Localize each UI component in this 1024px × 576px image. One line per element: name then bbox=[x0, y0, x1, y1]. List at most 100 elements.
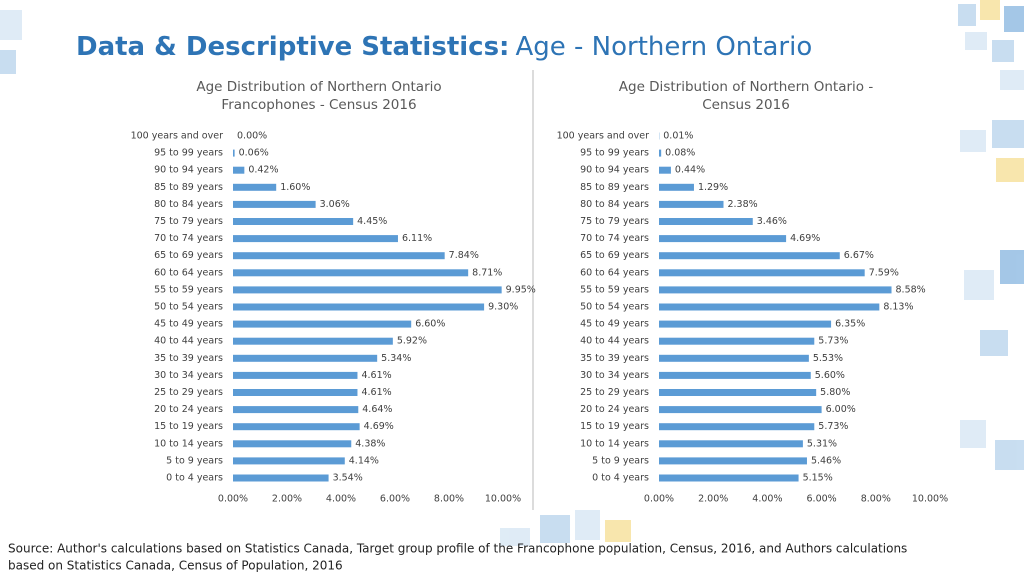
source-line: Source: Author's calculations based on S… bbox=[8, 542, 907, 556]
bar bbox=[233, 354, 378, 362]
bar bbox=[659, 183, 694, 191]
title-bold: Data & Descriptive Statistics: bbox=[76, 32, 509, 62]
y-tick-label: 45 to 49 years bbox=[580, 319, 649, 330]
value-label: 1.60% bbox=[280, 182, 310, 193]
y-tick-label: 95 to 99 years bbox=[154, 148, 223, 159]
bar bbox=[233, 200, 316, 208]
y-tick-label: 60 to 64 years bbox=[580, 267, 649, 278]
bar bbox=[233, 235, 398, 243]
value-label: 0.01% bbox=[663, 131, 693, 142]
bar bbox=[233, 423, 360, 431]
title-rest: Age - Northern Ontario bbox=[515, 32, 812, 62]
bar bbox=[659, 320, 832, 328]
value-label: 0.42% bbox=[248, 165, 278, 176]
value-label: 6.11% bbox=[402, 233, 432, 244]
y-tick-label: 50 to 54 years bbox=[580, 302, 649, 313]
bar bbox=[233, 371, 358, 379]
value-label: 5.31% bbox=[807, 438, 837, 449]
bar bbox=[233, 337, 393, 345]
value-label: 6.35% bbox=[835, 319, 865, 330]
bar bbox=[659, 303, 880, 311]
chart-title: Census 2016 bbox=[702, 97, 790, 113]
y-tick-label: 75 to 79 years bbox=[580, 216, 649, 227]
value-label: 5.53% bbox=[813, 353, 843, 364]
value-label: 3.06% bbox=[320, 199, 350, 210]
value-label: 7.59% bbox=[869, 267, 899, 278]
x-tick-label: 10.00% bbox=[912, 494, 948, 505]
y-tick-label: 85 to 89 years bbox=[580, 182, 649, 193]
bar bbox=[233, 320, 412, 328]
bar bbox=[233, 166, 245, 174]
value-label: 4.38% bbox=[355, 438, 385, 449]
bar bbox=[233, 389, 358, 396]
slide-title: Data & Descriptive Statistics: Age - Nort… bbox=[76, 32, 812, 62]
y-tick-label: 45 to 49 years bbox=[154, 319, 223, 330]
bar bbox=[659, 371, 811, 379]
bar bbox=[659, 423, 815, 431]
bar bbox=[233, 149, 235, 157]
bar bbox=[233, 218, 354, 225]
value-label: 0.00% bbox=[237, 131, 267, 142]
x-tick-label: 4.00% bbox=[326, 494, 356, 505]
value-label: 0.08% bbox=[665, 148, 695, 159]
bar bbox=[659, 269, 865, 277]
y-tick-label: 80 to 84 years bbox=[580, 199, 649, 210]
value-label: 4.45% bbox=[357, 216, 387, 227]
value-label: 3.46% bbox=[757, 216, 787, 227]
value-label: 4.61% bbox=[361, 387, 391, 398]
value-label: 3.54% bbox=[333, 473, 363, 484]
value-label: 4.69% bbox=[364, 421, 394, 432]
decoration bbox=[0, 0, 1024, 546]
value-label: 4.64% bbox=[362, 404, 392, 415]
bar bbox=[233, 303, 485, 311]
y-tick-label: 85 to 89 years bbox=[154, 182, 223, 193]
value-label: 8.58% bbox=[896, 284, 926, 295]
value-label: 6.00% bbox=[826, 404, 856, 415]
x-tick-label: 6.00% bbox=[380, 494, 410, 505]
y-tick-label: 5 to 9 years bbox=[166, 455, 223, 466]
source-line: based on Statistics Canada, Census of Po… bbox=[8, 559, 343, 573]
bar bbox=[233, 474, 329, 482]
bar bbox=[659, 235, 787, 243]
bar bbox=[659, 440, 803, 448]
value-label: 5.92% bbox=[397, 336, 427, 347]
bar bbox=[659, 166, 671, 174]
bar bbox=[659, 252, 840, 260]
y-tick-label: 0 to 4 years bbox=[592, 473, 649, 484]
y-tick-label: 0 to 4 years bbox=[166, 473, 223, 484]
bar bbox=[233, 457, 345, 465]
y-tick-label: 40 to 44 years bbox=[154, 336, 223, 347]
bar bbox=[659, 200, 724, 208]
bar bbox=[659, 406, 822, 414]
value-label: 5.60% bbox=[815, 370, 845, 381]
y-tick-label: 55 to 59 years bbox=[580, 284, 649, 295]
y-tick-label: 70 to 74 years bbox=[580, 233, 649, 244]
value-label: 5.73% bbox=[818, 421, 848, 432]
value-label: 5.80% bbox=[820, 387, 850, 398]
x-tick-label: 8.00% bbox=[861, 494, 891, 505]
y-tick-label: 5 to 9 years bbox=[592, 455, 649, 466]
y-tick-label: 25 to 29 years bbox=[580, 387, 649, 398]
y-tick-label: 35 to 39 years bbox=[580, 353, 649, 364]
x-tick-label: 6.00% bbox=[807, 494, 837, 505]
y-tick-label: 30 to 34 years bbox=[580, 370, 649, 381]
value-label: 5.15% bbox=[803, 473, 833, 484]
bar bbox=[233, 252, 445, 260]
bar bbox=[659, 286, 892, 294]
value-label: 7.84% bbox=[449, 250, 479, 261]
y-tick-label: 30 to 34 years bbox=[154, 370, 223, 381]
value-label: 2.38% bbox=[727, 199, 757, 210]
bar bbox=[233, 440, 352, 448]
y-tick-label: 15 to 19 years bbox=[154, 421, 223, 432]
y-tick-label: 60 to 64 years bbox=[154, 267, 223, 278]
chart-title: Age Distribution of Northern Ontario bbox=[196, 79, 441, 95]
x-tick-label: 10.00% bbox=[485, 494, 521, 505]
value-label: 8.71% bbox=[472, 267, 502, 278]
y-tick-label: 50 to 54 years bbox=[154, 302, 223, 313]
value-label: 1.29% bbox=[698, 182, 728, 193]
bar bbox=[659, 354, 809, 362]
chart-title: Francophones - Census 2016 bbox=[221, 97, 416, 113]
bar bbox=[233, 269, 469, 277]
